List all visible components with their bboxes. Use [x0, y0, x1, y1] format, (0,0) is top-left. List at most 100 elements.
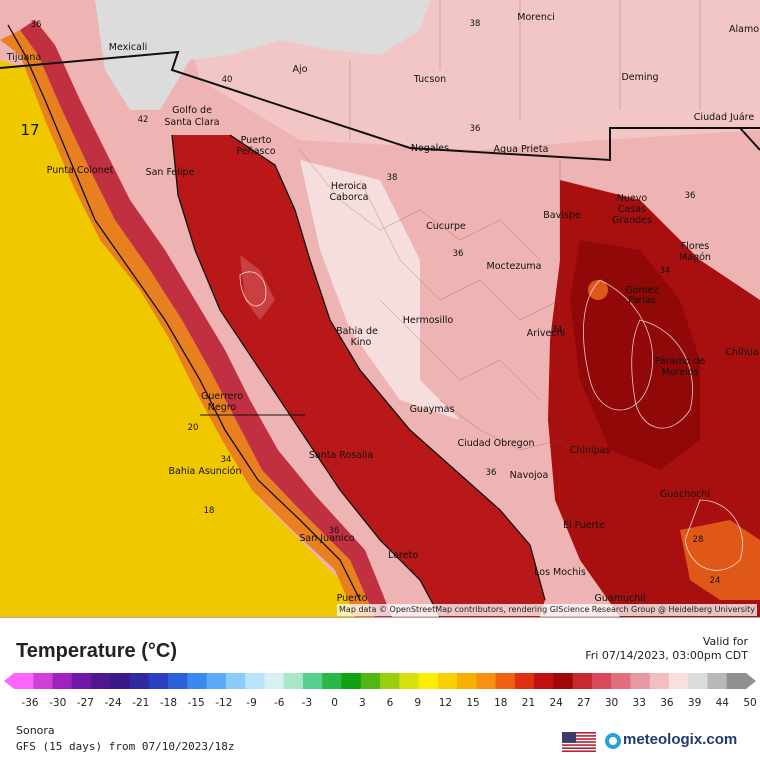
colorbar-tick-label: 21	[521, 697, 536, 709]
colorbar-swatch	[534, 673, 554, 689]
colorbar-tick-label: 18	[494, 697, 508, 709]
colorbar-tick-label: 39	[687, 697, 702, 709]
city-label: Navojoa	[510, 470, 549, 481]
colorbar-arrow-left	[4, 673, 14, 689]
city-label: Ciudad Juáre	[694, 112, 755, 123]
temperature-contours	[239, 271, 743, 571]
colorbar-tick-label: -30	[49, 697, 67, 709]
contour-label: 38	[470, 19, 481, 29]
colorbar-arrow-right	[746, 673, 756, 689]
cool-pocket-orange	[680, 520, 760, 600]
colorbar-swatch	[14, 673, 34, 689]
colorbar-tick-label: -6	[273, 697, 285, 709]
city-label: Bahia de	[336, 326, 378, 337]
contour-label: 36	[31, 20, 42, 30]
colorbar-swatch	[302, 673, 323, 689]
colorbar-tick-label: -27	[76, 697, 94, 709]
city-label: Ciudad Obregon	[457, 438, 534, 449]
contour-label: 40	[222, 75, 233, 85]
colorbar-tick-label: -36	[21, 697, 39, 709]
city-label: Nogales	[411, 143, 449, 154]
colorbar-swatch	[206, 673, 227, 689]
colorbar-tick-label: 15	[466, 697, 480, 709]
temperature-map[interactable]: Mexicali Tijuana Ajo Tucson Morenci Deming Ala…	[0, 0, 760, 617]
colorbar-tick-label: 44	[715, 697, 729, 709]
colorbar-tick-label: 33	[632, 697, 646, 709]
colorbar-swatch	[91, 673, 111, 689]
valid-for-label: Valid for	[702, 635, 748, 648]
colorbar-tick-label: 0	[331, 697, 338, 709]
colorbar-swatch	[129, 673, 150, 689]
city-label: Nuevo	[617, 193, 648, 204]
city-label: Guamuchil	[594, 593, 645, 604]
contour-label: 20	[188, 423, 199, 433]
gulf-of-california	[172, 135, 545, 617]
city-label: Bahia Asunción	[168, 466, 241, 477]
brand-name[interactable]: meteologix.com	[623, 731, 738, 748]
legend-panel: Temperature (°C) Valid for Fri 07/14/202…	[0, 617, 760, 761]
colorbar-swatch	[148, 673, 169, 689]
municipal-borders	[299, 0, 701, 500]
city-label: Tijuana	[6, 52, 41, 63]
region-name: Sonora	[16, 724, 55, 737]
city-label: Guaymas	[410, 404, 455, 415]
colorbar-tick-label: 27	[577, 697, 591, 709]
city-label: Flores	[681, 241, 709, 252]
city-label: Los Mochis	[534, 567, 586, 578]
city-label: Guachochi	[660, 489, 710, 500]
colorbar-tick-label: 6	[386, 697, 394, 709]
city-label: Morelos	[662, 367, 699, 378]
city-label: Alamo	[729, 24, 759, 35]
meteologix-logo-icon	[605, 733, 621, 749]
contour-label: 28	[693, 535, 704, 545]
city-label: Punta Colonet	[47, 165, 114, 176]
colorbar-swatch	[514, 673, 535, 689]
contour-label: 34	[221, 455, 232, 465]
colorbar-swatch	[649, 673, 670, 689]
colorbar-swatch	[688, 673, 708, 689]
colorbar-ticks: -36 -30 -27 -24 -21 -18 -15 -12 -9 -6 -3 0 3 6 9 12 15 18…	[0, 697, 760, 711]
city-label: Kino	[351, 337, 372, 348]
colorbar-tick-label: -9	[246, 697, 257, 709]
colorbar-tick-label: 36	[660, 697, 674, 709]
colorbar-swatch	[495, 673, 516, 689]
city-label: Hermosillo	[403, 315, 454, 326]
extreme-heat-zone	[95, 0, 430, 110]
colorbar-swatch	[437, 673, 458, 689]
city-label: Cucurpe	[426, 221, 466, 232]
city-label: Agua Prieta	[494, 144, 549, 155]
city-label: El Fuerte	[563, 520, 605, 531]
colorbar-swatch	[283, 673, 304, 689]
colorbar-swatch	[476, 673, 497, 689]
city-label: Deming	[621, 72, 658, 83]
colorbar-swatch	[630, 673, 651, 689]
colorbar-swatch	[668, 673, 689, 689]
us-flag-icon[interactable]	[562, 732, 596, 752]
city-label: Ajo	[293, 64, 308, 75]
city-markers: Mexicali Tijuana Ajo Tucson Morenci Deming Ala…	[6, 12, 759, 604]
colorbar-swatch	[418, 673, 439, 689]
colorbar-tick-label: 12	[438, 697, 453, 709]
colorbar-swatch	[341, 673, 362, 689]
colorbar-swatch	[264, 673, 285, 689]
colorbar-swatch	[553, 673, 574, 689]
city-label: Grandes	[612, 215, 652, 226]
city-label: Casas	[618, 204, 646, 215]
map-attribution[interactable]: Map data © OpenStreetMap contributors, r…	[337, 604, 757, 616]
city-label: San Juanico	[299, 533, 354, 544]
colorbar-swatch	[399, 673, 420, 689]
colorbar-swatch	[591, 673, 612, 689]
city-label: Bavispe	[543, 210, 581, 221]
city-label: Santa Clara	[164, 117, 219, 128]
city-label: Páramo de	[655, 356, 706, 367]
city-label: Moctezuma	[487, 261, 542, 272]
international-border	[0, 50, 760, 162]
colorbar-swatch	[360, 673, 381, 689]
colorbar-tick-label: 24	[549, 697, 563, 709]
contour-label: 36	[486, 468, 497, 478]
contour-label: 36	[329, 526, 340, 536]
city-label: Gomez	[625, 285, 658, 296]
colorbar-tick-label: 9	[414, 697, 422, 709]
colorbar-swatch	[33, 673, 54, 689]
contour-label: 36	[453, 249, 464, 259]
